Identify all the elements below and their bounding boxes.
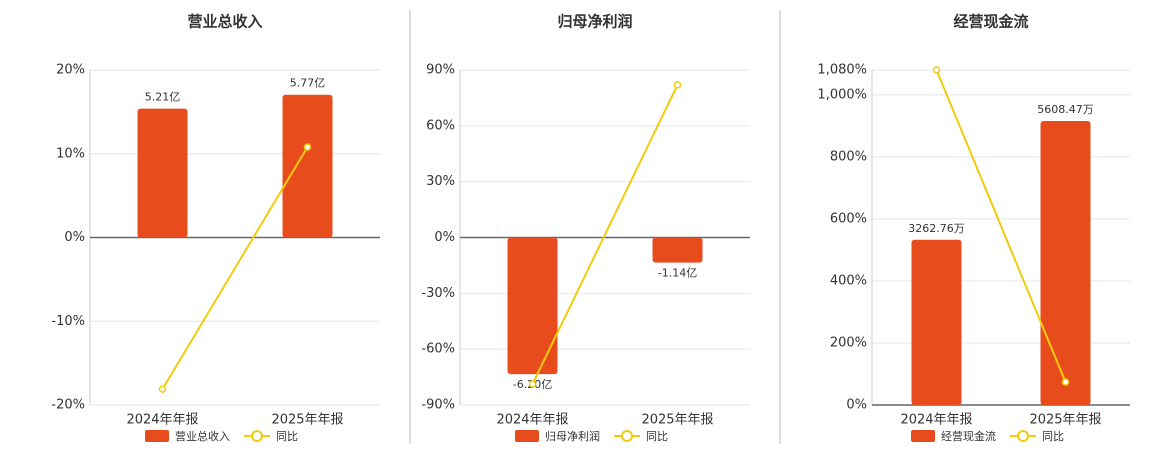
legend-swatch [251, 430, 263, 442]
legend-label: 同比 [276, 430, 298, 443]
y-tick-label: -10% [51, 314, 85, 329]
y-tick-label: 60% [426, 118, 455, 133]
x-tick-label: 2025年年报 [1029, 413, 1101, 428]
y-tick-label: 30% [426, 174, 455, 189]
chart-title: 营业总收入 [187, 13, 262, 31]
y-tick-label: 0% [434, 230, 455, 245]
line-point [932, 66, 941, 74]
value-label: 5.21亿 [145, 91, 181, 104]
x-tick-label: 2024年年报 [496, 413, 568, 428]
value-label: 3262.76万 [908, 222, 965, 235]
y-tick-label: 0% [64, 230, 85, 245]
x-tick-label: 2025年年报 [271, 413, 343, 428]
bar [652, 237, 703, 263]
legend-swatch [1017, 430, 1029, 442]
chart-title: 归母净利润 [557, 13, 632, 31]
bar [911, 239, 962, 405]
value-label: 5608.47万 [1037, 103, 1094, 116]
y-tick-label: -90% [421, 398, 455, 413]
line-point [158, 385, 167, 393]
bar [1040, 120, 1091, 405]
y-tick-label: 800% [830, 149, 867, 164]
y-tick-label: 20% [56, 63, 85, 78]
y-tick-label: 1,080% [817, 63, 867, 78]
y-tick-label: 0% [846, 398, 867, 413]
line [935, 69, 1067, 383]
line-point [528, 380, 537, 388]
legend-label: 同比 [646, 430, 668, 443]
y-tick-label: 10% [56, 146, 85, 161]
legend-swatch [911, 430, 935, 442]
line-point [303, 143, 312, 151]
value-label: -1.14亿 [658, 267, 697, 280]
x-tick-label: 2025年年报 [641, 413, 713, 428]
legend-swatch [145, 430, 169, 442]
line-point [1061, 378, 1070, 386]
y-tick-label: 200% [830, 335, 867, 350]
bar [507, 237, 558, 375]
y-tick-label: -20% [51, 398, 85, 413]
y-tick-label: -60% [421, 342, 455, 357]
y-tick-label: 90% [426, 63, 455, 78]
x-tick-label: 2024年年报 [126, 413, 198, 428]
y-tick-label: -30% [421, 286, 455, 301]
legend-label: 营业总收入 [175, 429, 230, 443]
legend-swatch [621, 430, 633, 442]
y-tick-label: 400% [830, 273, 867, 288]
value-label: 5.77亿 [290, 77, 326, 90]
bar [137, 108, 188, 238]
legend-label: 归母净利润 [545, 429, 600, 443]
bar [282, 94, 333, 238]
legend-label: 同比 [1042, 430, 1064, 443]
x-tick-label: 2024年年报 [900, 413, 972, 428]
y-tick-label: 1,000% [817, 87, 867, 102]
line-point [673, 81, 682, 89]
line [161, 146, 309, 390]
legend-swatch [515, 430, 539, 442]
y-tick-label: 600% [830, 211, 867, 226]
chart-title: 经营现金流 [953, 13, 1028, 31]
legend-label: 经营现金流 [941, 429, 996, 443]
line [531, 84, 679, 385]
